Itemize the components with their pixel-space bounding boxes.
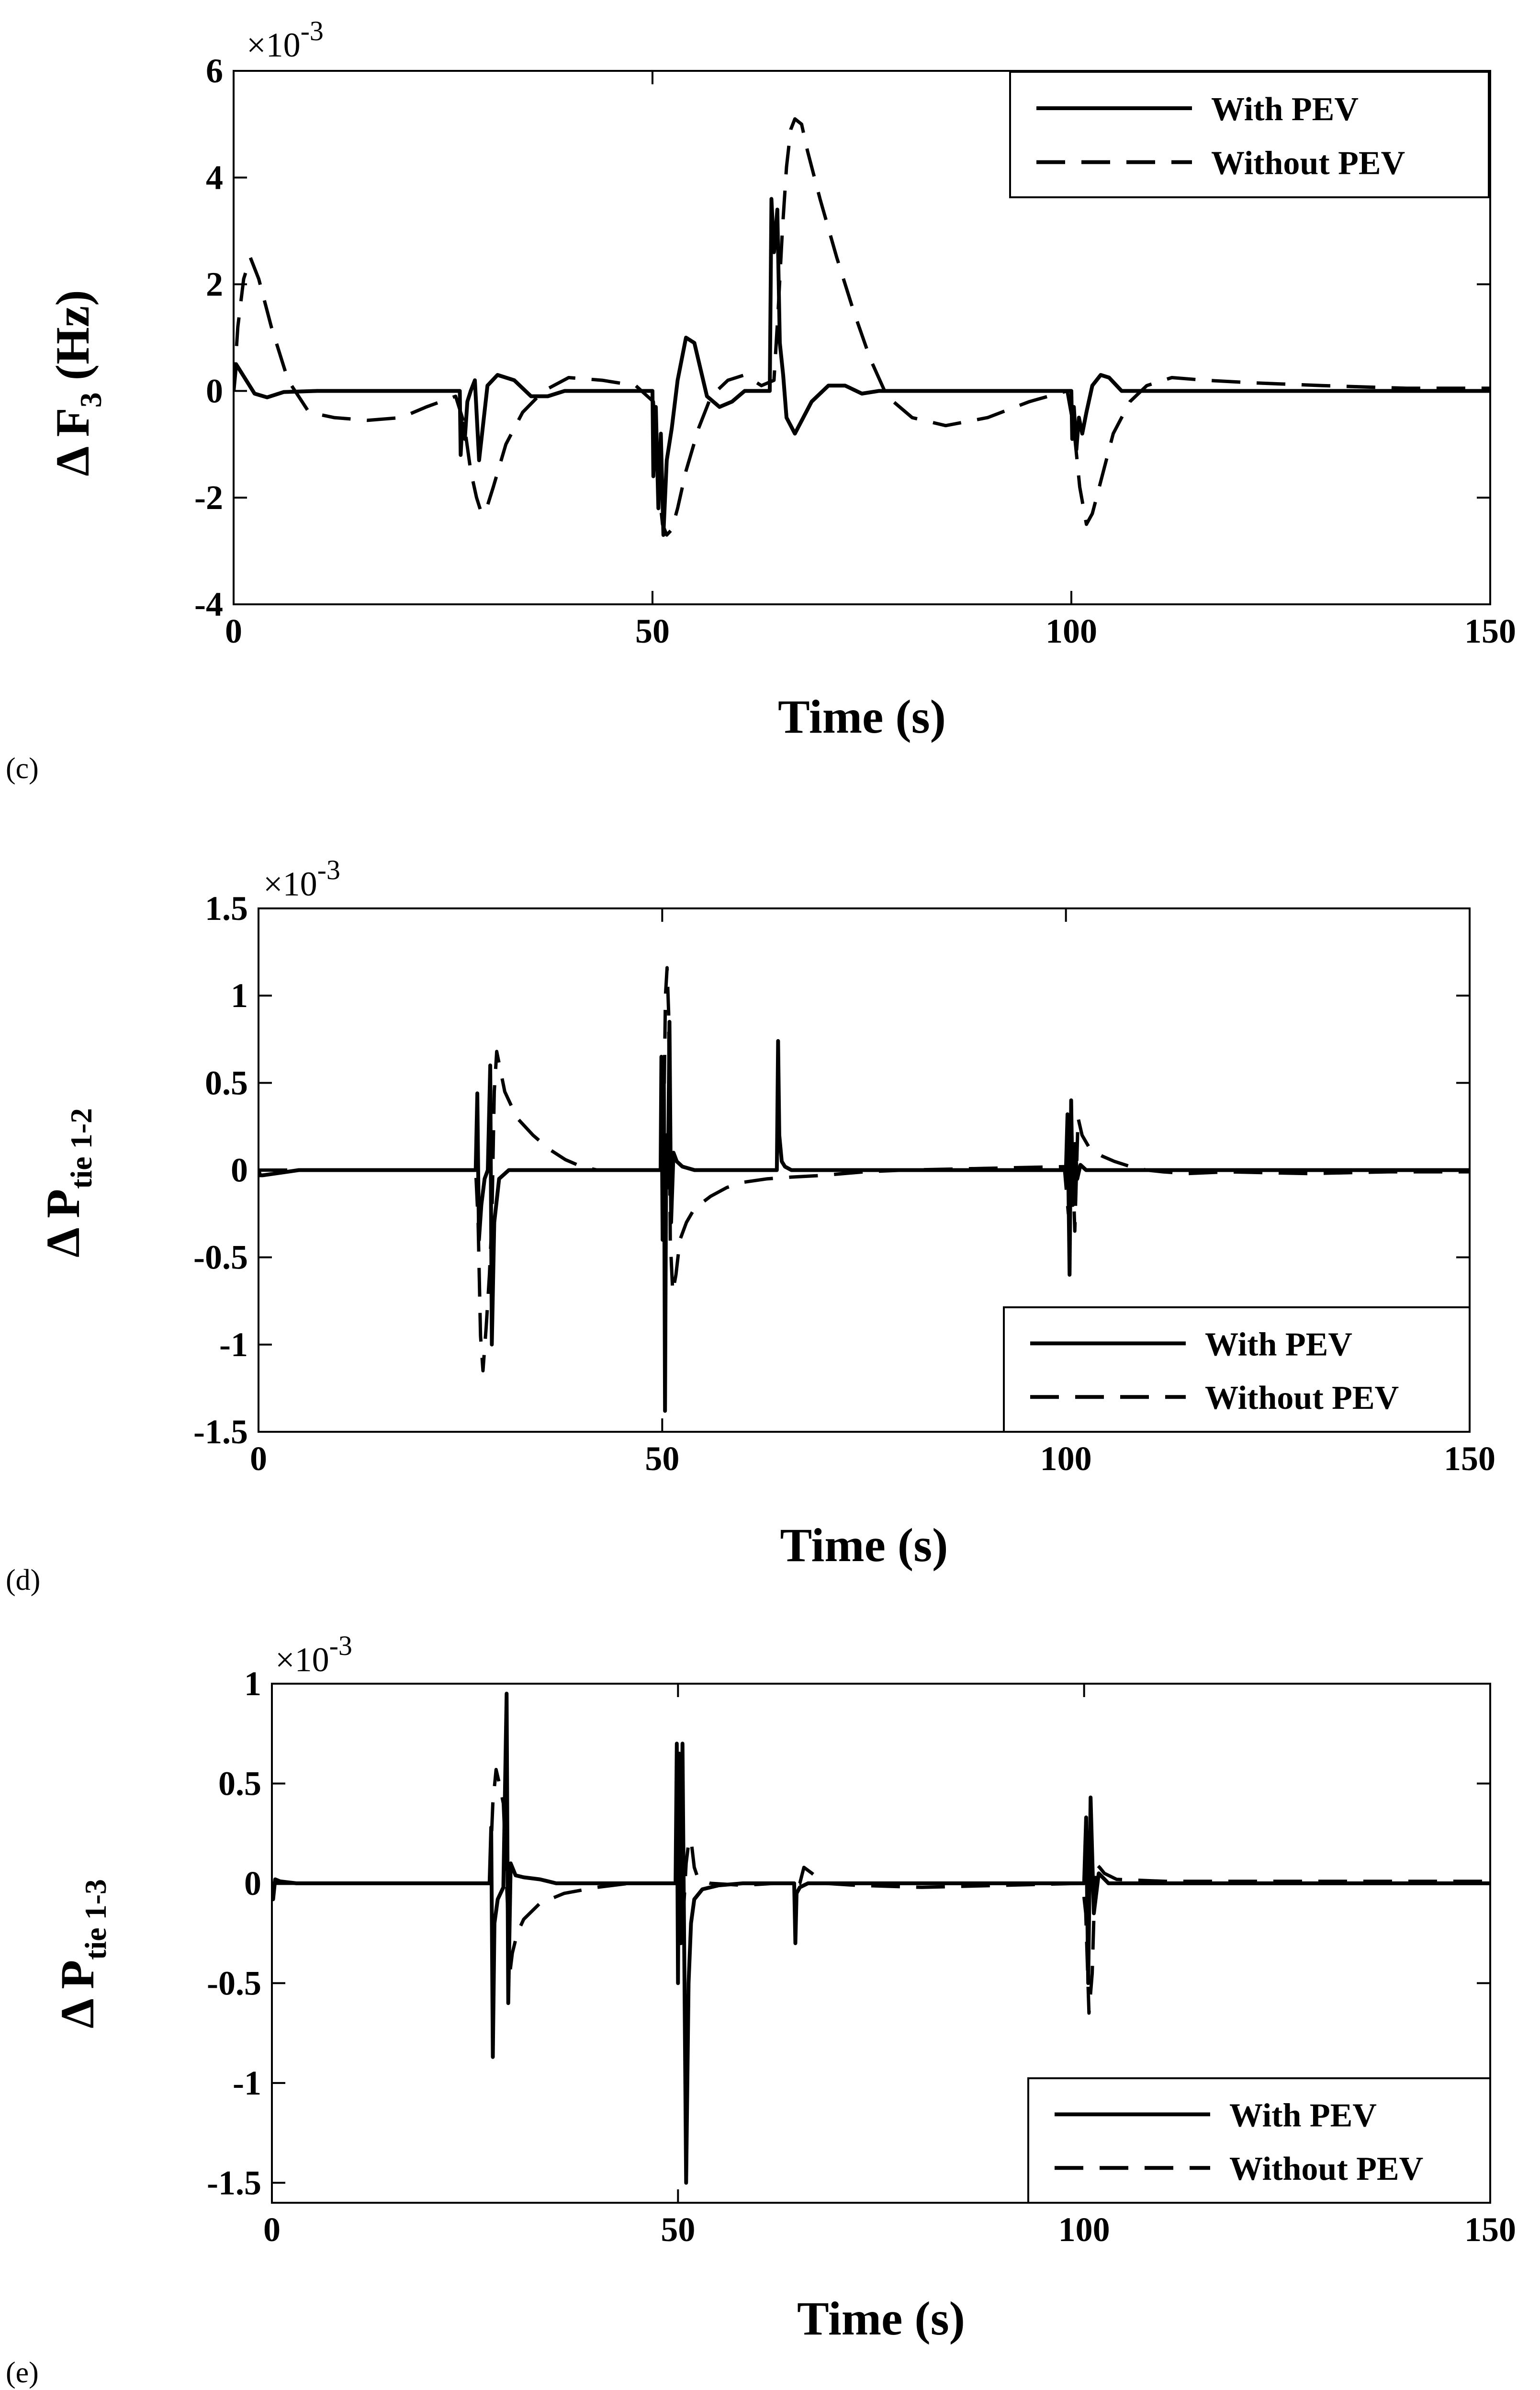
y-tick-label: 6 (206, 52, 223, 90)
legend-box (1009, 71, 1490, 198)
series-line-with-pev (234, 197, 1490, 537)
y-label-prefix: Δ P (51, 1960, 104, 2028)
panel-label: (d) (6, 1564, 40, 1597)
chart-panel-e: 0 50 100 150 -1.5 -1 -0.5 0 0.5 1 ×10-3 Time (s) Δ P… (6, 1630, 1516, 2389)
legend-entry: Without PEV (1211, 145, 1405, 182)
plot-area (234, 117, 1490, 537)
multiplier-exponent: -3 (301, 15, 324, 46)
series-line-without-pev (259, 966, 1470, 1372)
axes-frame (271, 1683, 1491, 2204)
series-line-with-pev (272, 1691, 1490, 2185)
multiplier-base: ×10 (247, 26, 301, 64)
y-tick-label: -4 (194, 585, 223, 623)
series-line-with-pev (259, 1019, 1470, 1413)
plot-area (259, 966, 1470, 1413)
series-line-without-pev (272, 1762, 1490, 2015)
y-tick-label: 4 (206, 159, 223, 197)
legend: With PEV Without PEV (1027, 2077, 1491, 2204)
plot-area (272, 1691, 1490, 2185)
series-line-without-pev (234, 117, 1490, 537)
x-axis-label: Time (s) (797, 2292, 965, 2345)
y-tick-label: 0.5 (218, 1764, 261, 1802)
axis-multiplier: ×10-3 (247, 15, 324, 64)
multiplier-base: ×10 (263, 865, 317, 903)
y-tick-label: -0.5 (193, 1238, 248, 1277)
y-tick-label: 0 (231, 1151, 248, 1189)
y-label-subscript: tie 1-3 (79, 1879, 112, 1960)
axis-multiplier: ×10-3 (263, 854, 340, 903)
legend-entry: With PEV (1229, 2097, 1377, 2134)
legend-entry: Without PEV (1229, 2151, 1423, 2187)
y-tick-label: -0.5 (207, 1964, 261, 2002)
y-tick-label: -1 (233, 2064, 261, 2102)
x-tick-label: 50 (635, 612, 670, 650)
chart-panel-d: 0 50 100 150 -1.5 -1 -0.5 0 0.5 1 1.5 ×10-3 Time (s)… (6, 854, 1495, 1597)
y-label-subscript: 3 (74, 392, 108, 408)
x-tick-label: 150 (1444, 1439, 1495, 1478)
y-label-prefix: Δ F (46, 408, 99, 476)
x-tick-label: 100 (1040, 1439, 1092, 1478)
axes-frame (233, 70, 1491, 605)
y-tick-label: -1.5 (207, 2163, 261, 2202)
y-tick-label: 1.5 (205, 889, 248, 928)
x-axis-label: Time (s) (780, 1518, 948, 1572)
y-tick-label: 1 (231, 976, 248, 1015)
legend-entry: With PEV (1211, 91, 1359, 128)
x-tick-label: 100 (1045, 612, 1097, 650)
legend-box (1003, 1306, 1471, 1433)
y-tick-label: -1.5 (193, 1413, 248, 1451)
legend: With PEV Without PEV (1009, 71, 1490, 198)
y-tick-label: 0 (244, 1864, 261, 1903)
x-tick-label: 150 (1464, 612, 1516, 650)
x-axis-label: Time (s) (778, 690, 946, 743)
y-axis-label: Δ Ptie 1-3 (51, 1879, 112, 2028)
legend-entry: Without PEV (1205, 1380, 1399, 1416)
x-tick-label: 50 (645, 1439, 679, 1478)
y-axis-label: Δ Ptie 1-2 (36, 1108, 98, 1257)
multiplier-exponent: -3 (329, 1630, 352, 1661)
y-tick-label: 0 (206, 372, 223, 410)
x-tick-label: 0 (250, 1439, 267, 1478)
y-tick-label: 1 (244, 1665, 261, 1703)
x-tick-label: 150 (1464, 2210, 1516, 2249)
axis-multiplier: ×10-3 (275, 1630, 352, 1679)
multiplier-base: ×10 (275, 1641, 329, 1679)
x-tick-label: 50 (661, 2210, 695, 2249)
legend-entry: With PEV (1205, 1326, 1352, 1363)
y-label-suffix: (Hz) (46, 290, 99, 392)
y-tick-label: 2 (206, 265, 223, 304)
x-tick-label: 0 (263, 2210, 281, 2249)
legend-box (1027, 2077, 1491, 2204)
legend: With PEV Without PEV (1003, 1306, 1471, 1433)
panel-label: (e) (6, 2356, 39, 2389)
x-tick-label: 0 (225, 612, 242, 650)
y-tick-label: -2 (194, 478, 223, 517)
y-label-prefix: Δ P (36, 1189, 90, 1257)
y-tick-label: 0.5 (205, 1064, 248, 1102)
x-tick-label: 100 (1058, 2210, 1110, 2249)
y-label-subscript: tie 1-2 (64, 1108, 98, 1189)
y-tick-label: -1 (219, 1325, 248, 1364)
multiplier-exponent: -3 (317, 854, 340, 885)
y-axis-label: Δ F3 (Hz) (46, 290, 108, 476)
panel-label: (c) (6, 752, 39, 785)
